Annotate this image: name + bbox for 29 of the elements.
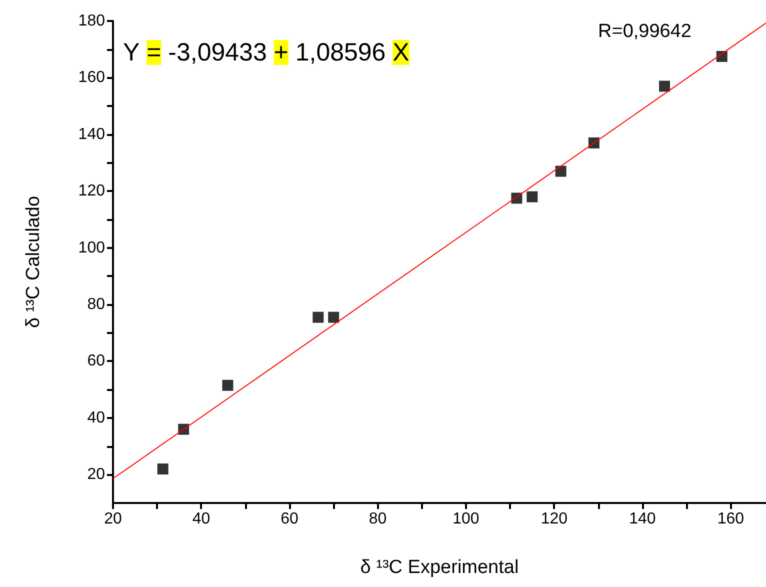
y-tick-label: 120	[78, 182, 106, 200]
x-tick-label: 100	[452, 510, 480, 528]
x-tick-label: 20	[104, 510, 122, 528]
y-tick-label: 180	[78, 12, 106, 30]
x-tick-label: 60	[280, 510, 298, 528]
y-tick-label: 20	[87, 466, 106, 484]
point	[716, 50, 728, 62]
x-tick-label: 160	[717, 510, 744, 528]
x-axis-title: δ ¹³C Experimental	[360, 557, 519, 578]
point	[157, 463, 168, 474]
point	[526, 191, 538, 202]
y-tick-label: 140	[78, 126, 106, 143]
point	[555, 166, 566, 177]
point	[659, 80, 670, 92]
point	[312, 312, 324, 323]
y-tick-label: 60	[87, 352, 106, 370]
x-tick-label: 80	[368, 510, 387, 528]
y-tick-label: 40	[87, 409, 106, 426]
y-tick-label: 80	[87, 296, 106, 314]
point	[222, 380, 234, 391]
y-tick-label: 100	[78, 239, 106, 256]
y-axis-title: δ ¹³C Calculado	[23, 196, 44, 328]
x-tick-label: 40	[192, 510, 210, 528]
x-tick-label: 140	[629, 510, 656, 528]
annotation: Y = -3,09433 + 1,08596 X	[123, 38, 410, 66]
y-tick-label: 160	[78, 69, 106, 86]
point	[328, 312, 340, 323]
annotation: R=0,99642	[598, 21, 692, 42]
x-tick-label: 120	[540, 510, 568, 528]
